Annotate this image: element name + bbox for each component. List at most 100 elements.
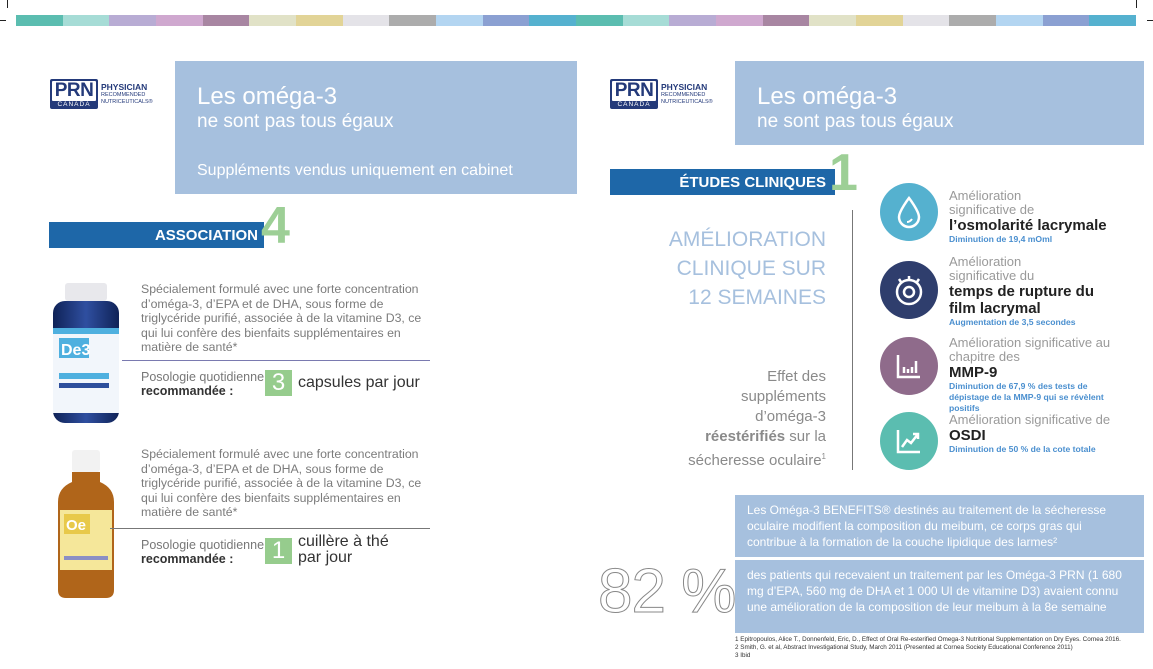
footnote: 2 Smith, G. et al, Abstract Investigatio… xyxy=(735,644,1073,651)
de3-bottle-image: De3 xyxy=(53,283,119,423)
text-line: sur la xyxy=(785,428,826,445)
text-line: d’oméga-3 xyxy=(755,408,826,425)
crop-mark xyxy=(1136,0,1137,8)
page-title: Les oméga-3 xyxy=(757,83,898,110)
logo-mark: PRN xyxy=(52,81,96,101)
logo-mark: PRN xyxy=(612,81,656,101)
result-detail: Diminution de 19,4 mOml xyxy=(949,234,1053,244)
text-line: Effet des xyxy=(767,368,826,385)
text-line: sécheresse oculaire xyxy=(688,452,822,469)
footnote-ref: 1 xyxy=(821,452,826,461)
result-item: Amélioration significative de l’osmolarit… xyxy=(949,189,1149,245)
color-swatch xyxy=(389,15,437,26)
result-item: Amélioration significative au chapitre d… xyxy=(949,336,1149,414)
color-swatch xyxy=(856,15,903,26)
page-subtitle: ne sont pas tous égaux xyxy=(757,111,954,132)
result-title: l’osmolarité lacrymale xyxy=(949,217,1107,234)
prn-logo: PRN CANADA PHYSICIAN RECOMMENDED NUTRICEUTI… xyxy=(50,79,158,109)
page-subtitle: ne sont pas tous égaux xyxy=(197,111,394,132)
product-label: De3 xyxy=(61,342,90,359)
result-title: temps de rupture du film lacrymal xyxy=(949,283,1095,317)
oe-bottle-image: Oe xyxy=(58,450,114,598)
logo-line: RECOMMENDED xyxy=(661,92,706,98)
color-swatch xyxy=(482,15,530,26)
dosage-label-bold: recommandée : xyxy=(141,384,234,398)
color-swatch xyxy=(809,15,857,26)
result-item: Amélioration significative de OSDI Diminut… xyxy=(949,413,1149,455)
color-swatch xyxy=(949,15,997,26)
study-description: Effet des suppléments d’oméga-3 réestéri… xyxy=(626,367,826,471)
logo-line: NUTRICEUTICALS® xyxy=(101,98,153,105)
footnotes: 1 Epitropoulos, Alice T., Donnenfeld, Er… xyxy=(735,636,1135,660)
color-stripe xyxy=(16,15,1137,26)
bold-text: réestérifiés xyxy=(705,428,786,445)
dose-unit-line: capsules par jour xyxy=(298,374,420,391)
heading-line: 12 SEMAINES xyxy=(688,286,826,309)
logo-country: CANADA xyxy=(617,101,651,108)
title-banner: Les oméga-3 ne sont pas tous égaux xyxy=(735,61,1144,145)
logo-line: NUTRICEUTICALS® xyxy=(661,98,713,105)
dosage-label-line: Posologie quotidienne xyxy=(141,370,265,384)
title-banner: Les oméga-3 ne sont pas tous égaux Suppl… xyxy=(175,61,577,194)
color-swatch xyxy=(202,15,250,26)
dosage-label-bold: recommandée : xyxy=(141,552,234,566)
color-swatch xyxy=(62,15,110,26)
dosage-label: Posologie quotidienne recommandée : xyxy=(141,538,264,566)
product-description: Spécialement formulé avec une forte conc… xyxy=(141,282,422,354)
product-description: Spécialement formulé avec une forte conc… xyxy=(141,447,422,519)
color-swatch xyxy=(1089,15,1137,26)
section-bar-etudes: ÉTUDES CLINIQUES xyxy=(610,169,835,195)
result-detail: Diminution de 50 % de la cote totale xyxy=(949,444,1096,454)
vertical-divider xyxy=(852,210,853,470)
result-intro: Amélioration significative de xyxy=(949,412,1111,427)
result-title: OSDI xyxy=(949,427,986,444)
trend-up-icon xyxy=(880,412,938,470)
color-swatch xyxy=(296,15,343,26)
logo-country: CANADA xyxy=(57,101,91,108)
bar-chart-icon xyxy=(880,337,938,395)
color-swatch xyxy=(762,15,810,26)
color-swatch xyxy=(342,15,390,26)
color-swatch xyxy=(1042,15,1090,26)
dose-number: 1 xyxy=(265,538,292,564)
dosage-label-line: Posologie quotidienne xyxy=(141,538,265,552)
dose-number: 3 xyxy=(265,370,292,396)
heading-line: CLINIQUE SUR xyxy=(676,257,826,280)
crop-mark xyxy=(0,20,6,21)
stopwatch-eye-icon xyxy=(880,261,938,319)
color-swatch xyxy=(156,15,203,26)
crop-mark xyxy=(7,0,8,8)
result-intro: Amélioration significative de xyxy=(949,188,1035,217)
color-swatch xyxy=(16,15,63,26)
stat-box: des patients qui recevaient un traitemen… xyxy=(735,560,1144,633)
crop-mark xyxy=(1147,20,1153,21)
result-title: MMP-9 xyxy=(949,364,998,381)
color-swatch xyxy=(716,15,763,26)
heading-line: AMÉLIORATION xyxy=(668,228,826,251)
clinical-heading: AMÉLIORATION CLINIQUE SUR 12 SEMAINES xyxy=(596,225,826,312)
result-item: Amélioration significative du temps de ru… xyxy=(949,255,1149,328)
divider xyxy=(122,360,430,361)
color-swatch xyxy=(436,15,483,26)
prn-logo: PRN CANADA PHYSICIAN RECOMMENDED NUTRICEUTI… xyxy=(610,79,718,109)
section-number: 1 xyxy=(829,144,858,202)
logo-line: PHYSICIAN xyxy=(101,82,148,92)
color-swatch xyxy=(996,15,1043,26)
color-swatch xyxy=(529,15,577,26)
section-bar-association: ASSOCIATION xyxy=(49,222,264,248)
color-swatch xyxy=(249,15,297,26)
footnote: 1 Epitropoulos, Alice T., Donnenfeld, Er… xyxy=(735,636,1121,643)
footnote: 3 Ibid xyxy=(735,652,751,659)
dose-unit: cuillère à thé par jour xyxy=(298,534,389,566)
stat-percentage: 82 % xyxy=(597,557,736,627)
color-swatch xyxy=(109,15,157,26)
section-number: 4 xyxy=(261,197,290,255)
dosage-label: Posologie quotidienne recommandée : xyxy=(141,370,264,398)
color-swatch xyxy=(576,15,623,26)
benefits-box: Les Oméga-3 BENEFITS® destinés au traite… xyxy=(735,495,1144,557)
result-detail: Augmentation de 3,5 secondes xyxy=(949,317,1076,327)
color-swatch xyxy=(902,15,950,26)
result-intro: Amélioration significative du xyxy=(949,254,1035,283)
page-title: Les oméga-3 xyxy=(197,83,338,110)
logo-line: PHYSICIAN xyxy=(661,82,708,92)
